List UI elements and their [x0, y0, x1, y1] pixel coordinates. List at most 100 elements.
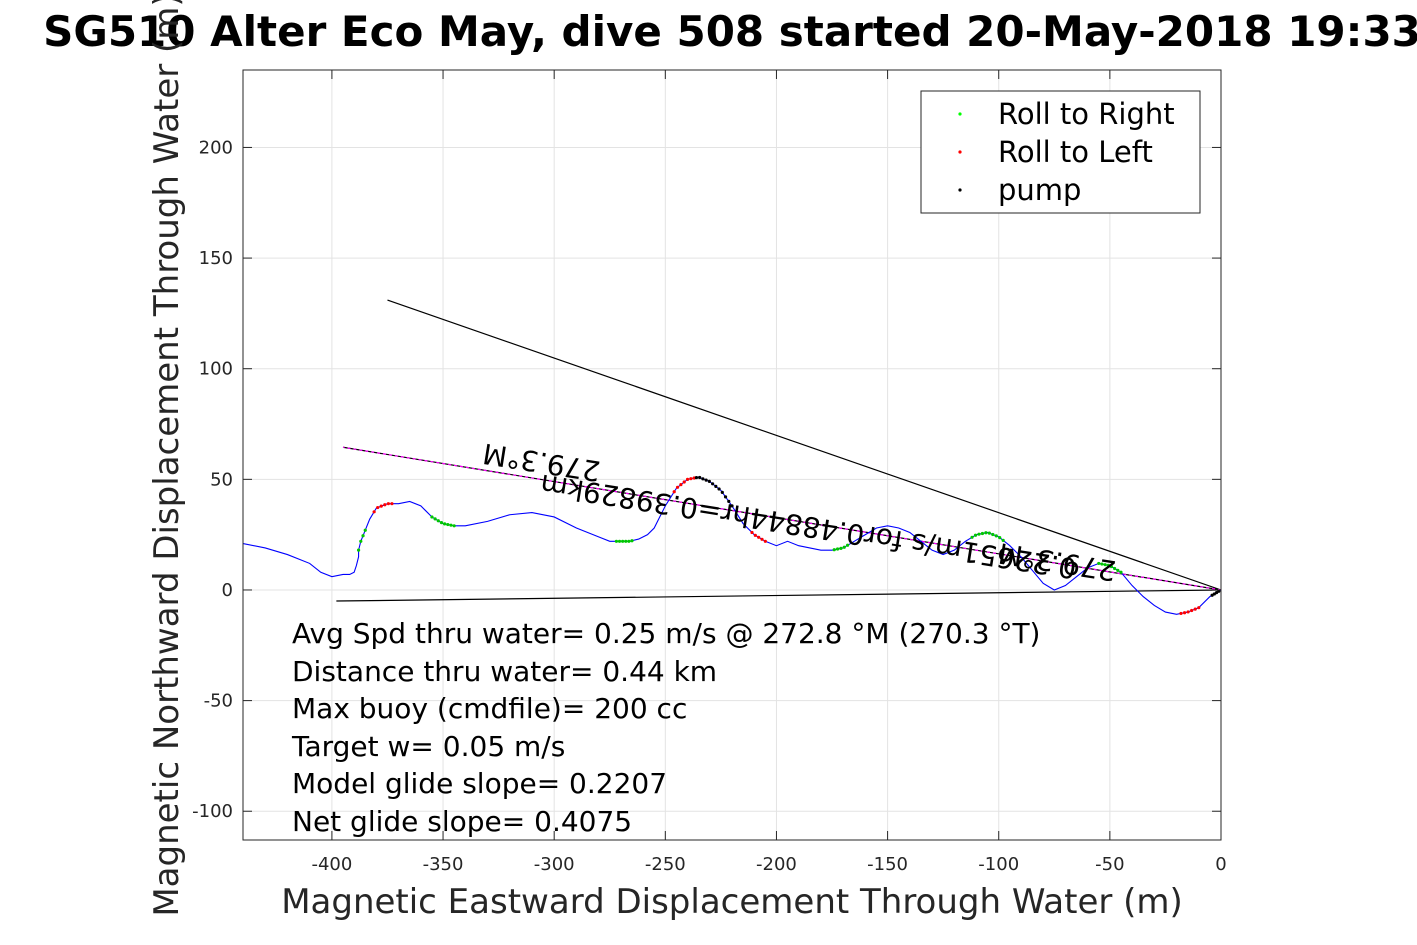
- roll-to-right-marker: [624, 539, 628, 543]
- roll-to-left-marker: [675, 485, 680, 489]
- roll-to-right-marker: [970, 535, 974, 539]
- roll-to-left-marker: [689, 477, 693, 481]
- roll-to-right-marker: [1106, 563, 1110, 567]
- roll-to-left-marker: [672, 490, 676, 494]
- roll-to-right-marker: [1097, 561, 1101, 566]
- roll-to-right-marker: [1113, 566, 1117, 571]
- legend: Roll to Right Roll to Left pump: [920, 90, 1201, 214]
- annotation-net-glide: Net glide slope= 0.4075: [292, 805, 632, 838]
- roll-to-left-marker: [1186, 610, 1190, 614]
- roll-to-right-marker: [617, 539, 622, 543]
- pump-marker: [701, 477, 705, 481]
- roll-to-right-marker: [1119, 570, 1123, 574]
- roll-to-right-marker: [1103, 563, 1107, 567]
- roll-to-right-marker: [363, 528, 367, 532]
- roll-to-right-marker: [452, 524, 456, 528]
- x-tick-label: -150: [867, 854, 908, 875]
- y-tick-label: 150: [199, 248, 233, 269]
- roll-to-left-marker: [1190, 608, 1194, 613]
- legend-box: [920, 90, 1201, 214]
- annotation-model-glide: Model glide slope= 0.2207: [292, 767, 667, 800]
- roll-to-left-marker: [679, 483, 683, 487]
- roll-to-right-marker: [436, 519, 440, 523]
- data-layer: [243, 299, 1221, 616]
- roll-to-right-marker: [630, 539, 634, 543]
- annotation-max-buoy: Max buoy (cmdfile)= 200 cc: [292, 692, 687, 725]
- roll-to-right-marker: [980, 531, 985, 536]
- y-tick-label: 50: [210, 469, 233, 490]
- legend-marker-roll-left: [958, 150, 962, 154]
- legend-marker-pump: [958, 188, 962, 192]
- pump-marker: [707, 479, 711, 483]
- roll-to-right-marker: [835, 547, 840, 551]
- roll-to-right-marker: [430, 515, 434, 519]
- roll-to-right-marker: [443, 522, 447, 526]
- legend-label-pump: pump: [998, 173, 1081, 207]
- pump-marker: [730, 504, 734, 508]
- chart-title: SG510 Alter Eco May, dive 508 started 20…: [43, 7, 1417, 56]
- pump-marker: [717, 487, 721, 491]
- roll-to-right-marker: [1116, 568, 1120, 572]
- roll-to-right-marker: [977, 532, 981, 536]
- roll-to-left-marker: [757, 535, 761, 539]
- roll-to-left-marker: [376, 505, 380, 510]
- roll-to-left-marker: [372, 510, 376, 514]
- pump-marker: [714, 484, 718, 488]
- roll-to-right-marker: [998, 536, 1002, 540]
- x-tick-label: -300: [534, 854, 575, 875]
- roll-to-left-marker: [386, 502, 390, 506]
- roll-to-right-marker: [361, 534, 365, 538]
- pump-marker: [720, 490, 724, 494]
- y-tick-label: 100: [199, 359, 233, 380]
- roll-to-right-marker: [839, 546, 843, 550]
- roll-to-right-marker: [973, 533, 978, 537]
- roll-to-right-marker: [614, 539, 619, 543]
- roll-to-right-marker: [987, 531, 991, 535]
- roll-to-right-marker: [994, 534, 998, 538]
- roll-to-right-marker: [446, 522, 450, 527]
- roll-to-right-marker: [359, 539, 363, 543]
- heading-line-dashed: [342, 446, 1221, 591]
- roll-to-left-marker: [1197, 606, 1201, 610]
- pump-marker: [1210, 593, 1214, 597]
- x-tick-label: -250: [645, 854, 686, 875]
- roll-to-right-marker: [832, 548, 836, 552]
- roll-to-left-marker: [750, 530, 754, 535]
- reference-line: [387, 299, 1221, 591]
- roll-to-right-marker: [627, 539, 631, 543]
- legend-label-roll-right: Roll to Right: [998, 97, 1175, 131]
- roll-to-right-marker: [1109, 564, 1114, 569]
- stats-annotations: Avg Spd thru water= 0.25 m/s @ 272.8 °M …: [291, 617, 1040, 838]
- ticks: -400 -350 -300 -250 -200 -150 -100 -50 0 -100 -50 0…: [192, 70, 1227, 875]
- roll-to-left-marker: [1193, 607, 1197, 611]
- annotation-target-w: Target w= 0.05 m/s: [291, 730, 565, 763]
- x-tick-label: -400: [311, 854, 352, 875]
- roll-to-left-marker: [379, 504, 383, 508]
- y-tick-label: -100: [192, 801, 233, 822]
- roll-to-right-marker: [439, 521, 444, 525]
- y-tick-label: -50: [204, 691, 233, 712]
- annotation-distance: Distance thru water= 0.44 km: [292, 655, 717, 688]
- roll-to-left-marker: [753, 533, 757, 537]
- roll-to-left-marker: [760, 537, 764, 541]
- pump-marker: [694, 475, 699, 480]
- y-tick-label: 200: [199, 137, 233, 158]
- roll-to-right-marker: [842, 545, 846, 549]
- roll-to-left-marker: [685, 477, 690, 481]
- pump-marker: [727, 499, 731, 503]
- roll-to-right-marker: [984, 531, 988, 535]
- y-tick-label: 0: [222, 580, 233, 601]
- roll-to-right-marker: [449, 523, 453, 527]
- roll-to-right-marker: [433, 517, 437, 521]
- legend-marker-roll-right: [958, 112, 962, 116]
- roll-to-right-marker: [845, 543, 850, 547]
- pump-marker: [698, 475, 702, 480]
- roll-to-left-marker: [383, 503, 387, 507]
- roll-to-right-marker: [621, 539, 625, 543]
- reference-line: [336, 589, 1221, 602]
- x-tick-label: -350: [423, 854, 464, 875]
- roll-to-left-marker: [1179, 611, 1183, 616]
- roll-to-right-marker: [1100, 562, 1104, 566]
- x-tick-label: 0: [1215, 854, 1226, 875]
